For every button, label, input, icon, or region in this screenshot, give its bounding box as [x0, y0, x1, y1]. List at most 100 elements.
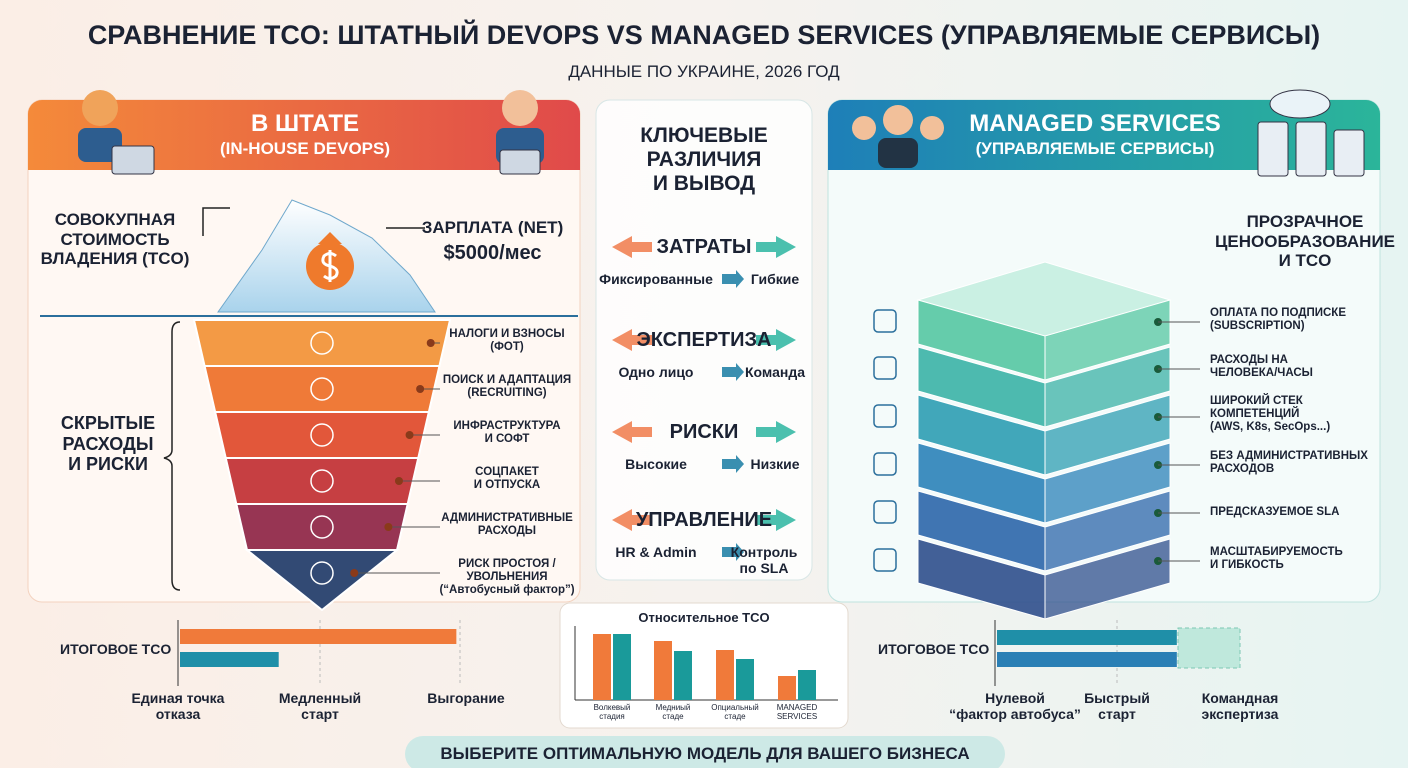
iceberg-layer — [213, 411, 431, 459]
tco-note: Быстрый старт — [1084, 690, 1150, 723]
iceberg-layer — [244, 549, 400, 612]
left-subtitle: (IN-HOUSE DEVOPS) — [219, 139, 391, 158]
leader-dot — [394, 477, 403, 485]
chart-panel — [559, 602, 849, 729]
pricing-label: ПРОЗРАЧНОЕ ЦЕНООБРАЗОВАНИЕ И TCO — [1214, 212, 1395, 271]
bar — [613, 634, 631, 700]
side-icon — [873, 356, 897, 380]
cube-layer — [1044, 538, 1171, 620]
differences-title: КЛЮЧЕВЫЕ РАЗЛИЧИЯ И ВЫВОД — [640, 124, 768, 196]
difference-to: Команда — [745, 364, 805, 380]
bracket — [163, 321, 181, 591]
hidden-costs-label: СКРЫТЫЕ РАСХОДЫ И РИСКИ — [60, 413, 156, 475]
difference-name: ЗАТРАТЫ — [656, 236, 752, 258]
tco-arrow — [202, 207, 230, 236]
side-icon — [873, 309, 897, 333]
iceberg-layer-label: ИНФРАСТРУКТУРА И СОФТ — [453, 420, 561, 446]
iceberg-layer — [203, 365, 441, 413]
difference-to: Низкие — [750, 456, 800, 472]
leader-dot — [416, 385, 425, 393]
side-icon — [873, 452, 897, 476]
arrow-right — [756, 509, 796, 531]
subtitle: ДАННЫЕ ПО УКРАИНЕ, 2026 ГОД — [568, 62, 840, 81]
tco-reserve — [1177, 627, 1241, 669]
tco-note: Командная экспертиза — [1201, 690, 1279, 723]
footer-text: ВЫБЕРИТЕ ОПТИМАЛЬНУЮ МОДЕЛЬ ДЛЯ ВАШЕГО Б… — [440, 744, 970, 763]
tco-note: Нулевой “фактор автобуса” — [949, 690, 1081, 723]
arrow-small — [722, 543, 744, 561]
iceberg-layer-label: НАЛОГИ И ВЗНОСЫ (ФОТ) — [449, 328, 565, 354]
cube-layer — [1044, 442, 1171, 524]
x-tick-label: MANAGED SERVICES — [776, 703, 818, 722]
side-icon — [873, 548, 897, 572]
cube-layer-label: ПРЕДСКАЗУЕМОЕ SLA — [1210, 505, 1340, 518]
layer-icon — [310, 515, 334, 539]
bar — [798, 670, 816, 700]
cube-layer — [1044, 490, 1171, 572]
iceberg-layer-label: СОЦПАКЕТ И ОТПУСКА — [473, 466, 541, 492]
arrow-right — [756, 329, 796, 351]
difference-name: ЭКСПЕРТИЗА — [636, 329, 772, 351]
bar — [778, 676, 796, 700]
title: СРАВНЕНИЕ TCO: ШТАТНЫЙ DEVOPS VS MANAGED… — [87, 20, 1321, 50]
cube-layer-label: ШИРОКИЙ СТЕК КОМПЕТЕНЦИЙ (AWS, K8s, SecO… — [1210, 394, 1331, 433]
tco-note: Выгорание — [427, 690, 505, 706]
iceberg-layer-label: РИСК ПРОСТОЯ / УВОЛЬНЕНИЯ (“Автобусный ф… — [439, 558, 575, 597]
cube-layer — [1044, 394, 1171, 476]
tco-label: СОВОКУПНАЯ СТОИМОСТЬ ВЛАДЕНИЯ (TCO) — [40, 210, 190, 269]
arrow-small — [722, 455, 744, 473]
iceberg-layer — [224, 457, 420, 505]
cube-layer — [1044, 299, 1171, 381]
leader-dot — [350, 569, 359, 577]
footer-pill — [405, 736, 1005, 768]
tco-bar — [997, 652, 1177, 667]
cube-layer-label: МАСШТАБИРУЕМОСТЬ И ГИБКОСТЬ — [1210, 546, 1343, 572]
layer-icon — [310, 469, 334, 493]
tco-bar — [180, 629, 457, 644]
layer-icon — [310, 377, 334, 401]
layer-icon — [310, 561, 334, 585]
arrow-right — [756, 236, 796, 258]
layer-icon — [310, 423, 334, 447]
iceberg-layer-label: АДМИНИСТРАТИВНЫЕ РАСХОДЫ — [441, 512, 573, 538]
difference-to: Гибкие — [750, 271, 800, 287]
x-tick-label: Опциальный стаде — [711, 703, 759, 722]
arrow-left — [612, 509, 652, 531]
bar — [593, 634, 611, 700]
right-title: MANAGED SERVICES — [969, 110, 1221, 137]
tco-bar — [997, 630, 1177, 645]
right-subtitle: (УПРАВЛЯЕМЫЕ СЕРВИСЫ) — [975, 139, 1215, 158]
difference-from: Высокие — [625, 456, 687, 472]
right-header — [828, 100, 1380, 170]
header-icons — [78, 89, 1365, 177]
bar — [654, 641, 672, 700]
difference-from: Фиксированные — [599, 271, 713, 287]
tco-note: Единая точка отказа — [131, 690, 225, 723]
arrow-left — [612, 329, 652, 351]
left-title: В ШТАТЕ — [250, 110, 360, 137]
tco-note: Медленный старт — [278, 690, 362, 723]
arrow-right — [756, 421, 796, 443]
side-icon — [873, 404, 897, 428]
iceberg-layer-label: ПОИСК И АДАПТАЦИЯ (RECRUITING) — [442, 374, 572, 400]
bar — [674, 651, 692, 700]
iceberg-layer — [192, 319, 452, 367]
arrow-small — [722, 363, 744, 381]
difference-from: Одно лицо — [618, 364, 694, 380]
salary-value: $5000/мес — [443, 242, 542, 264]
cube-layer-label: БЕЗ АДМИНИСТРАТИВНЫХ РАСХОДОВ — [1210, 450, 1368, 476]
leader-dot — [384, 523, 393, 531]
difference-name: РИСКИ — [669, 421, 739, 443]
x-tick-label: Медниый стаде — [655, 703, 691, 722]
tco-bars-label: ИТОГОВОЕ TCO — [60, 641, 172, 657]
left-header — [28, 100, 580, 170]
leader-dot — [426, 339, 435, 347]
bar — [716, 650, 734, 700]
x-tick-label: Волкевый стадия — [593, 703, 631, 722]
cube-layer-label: РАСХОДЫ НА ЧЕЛОВЕКА/ЧАСЫ — [1210, 354, 1313, 380]
arrow-left — [612, 236, 652, 258]
arrow-small — [722, 270, 744, 288]
cube-layer — [1044, 346, 1171, 428]
